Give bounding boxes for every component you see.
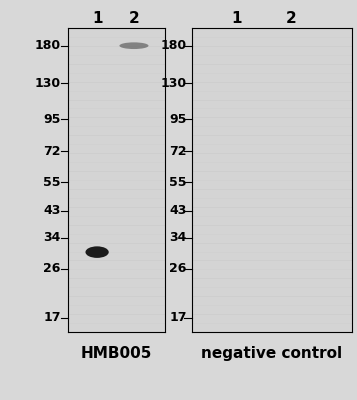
Text: 130: 130 [161, 77, 187, 90]
Ellipse shape [85, 246, 109, 258]
Text: 26: 26 [169, 262, 187, 275]
Text: 95: 95 [169, 113, 187, 126]
Text: 43: 43 [44, 204, 61, 217]
Text: 72: 72 [169, 145, 187, 158]
Text: negative control: negative control [201, 346, 343, 361]
Text: 17: 17 [169, 311, 187, 324]
Ellipse shape [119, 42, 149, 49]
Text: 1: 1 [232, 11, 242, 26]
Text: 130: 130 [35, 77, 61, 90]
Text: 2: 2 [286, 11, 297, 26]
Text: 2: 2 [129, 11, 139, 26]
Text: HMB005: HMB005 [81, 346, 152, 361]
Text: 26: 26 [44, 262, 61, 275]
Text: 180: 180 [161, 39, 187, 52]
Text: 17: 17 [43, 311, 61, 324]
Text: 180: 180 [35, 39, 61, 52]
Text: 95: 95 [44, 113, 61, 126]
Text: 1: 1 [92, 11, 102, 26]
Text: 43: 43 [169, 204, 187, 217]
Text: 55: 55 [43, 176, 61, 189]
Text: 34: 34 [169, 231, 187, 244]
Text: 72: 72 [43, 145, 61, 158]
Text: 55: 55 [169, 176, 187, 189]
Text: 34: 34 [44, 231, 61, 244]
